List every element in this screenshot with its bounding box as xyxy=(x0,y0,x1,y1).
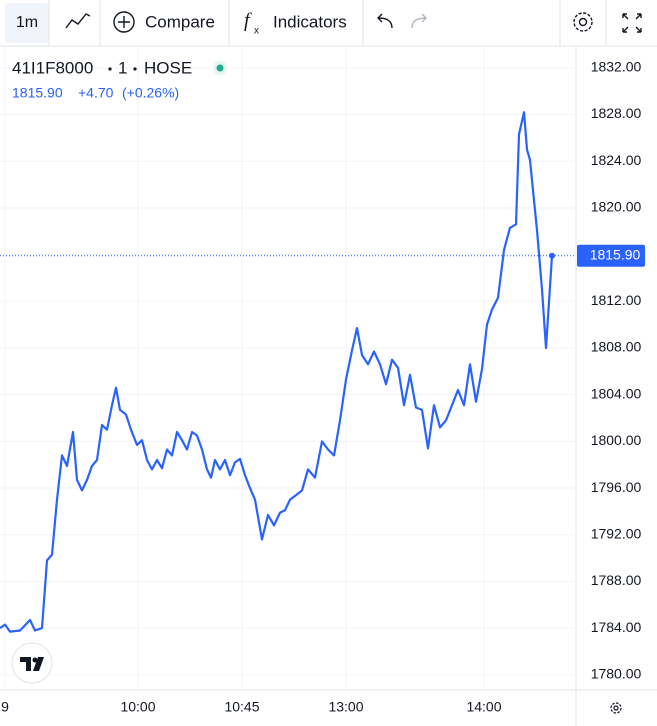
change: +4.70 xyxy=(78,85,114,101)
compare-button[interactable]: Compare xyxy=(113,11,215,33)
x-tick-label: 14:00 xyxy=(466,699,501,715)
axis-settings-icon xyxy=(613,705,619,711)
last-price-marker xyxy=(577,244,645,267)
logo-badge xyxy=(11,642,53,684)
fullscreen-button[interactable] xyxy=(622,13,642,33)
redo-button[interactable] xyxy=(411,13,427,29)
exchange: HOSE xyxy=(144,58,192,77)
legend: 41I1F8000 1 HOSE 1815.90 +4.70 (+0.26%) xyxy=(12,58,227,101)
x-tick-label: 10:45 xyxy=(224,699,259,715)
y-tick-label: 1788.00 xyxy=(591,572,642,588)
y-tick-label: 1784.00 xyxy=(591,619,642,635)
compare-icon xyxy=(113,11,135,33)
y-tick-label: 1796.00 xyxy=(591,479,642,495)
indicators-button[interactable]: f x Indicators xyxy=(244,10,347,37)
y-tick-label: 1780.00 xyxy=(591,666,642,682)
settings-icon xyxy=(573,12,593,32)
plot xyxy=(0,111,576,633)
axis-settings-icon xyxy=(610,702,622,714)
last-point xyxy=(549,252,555,259)
compare-icon xyxy=(118,16,130,28)
toolbar: 1m Compare f x Indicators xyxy=(0,0,657,47)
y-tick-label: 1824.00 xyxy=(591,152,642,168)
settings-icon xyxy=(578,17,588,27)
y-tick-label: 1792.00 xyxy=(591,525,642,541)
last-price-label: 1815.90 xyxy=(590,246,641,262)
grid xyxy=(0,46,576,690)
x-tick-label: 13:00 xyxy=(328,699,363,715)
interval-button[interactable] xyxy=(5,3,49,43)
x-tick-label: 9 xyxy=(1,699,9,715)
last-price: 1815.90 xyxy=(12,85,63,101)
market-status xyxy=(216,64,224,72)
y-tick-label: 1828.00 xyxy=(591,105,642,121)
separator-dot xyxy=(108,67,112,71)
y-tick-label: 1800.00 xyxy=(591,432,642,448)
interval-label: 1m xyxy=(16,14,38,31)
axis-settings[interactable] xyxy=(610,702,622,714)
y-tick-label: 1804.00 xyxy=(591,385,642,401)
symbol-interval: 1 xyxy=(118,58,127,77)
logo-mark xyxy=(20,657,44,671)
change-percent: (+0.26%) xyxy=(122,85,179,101)
price-line xyxy=(0,111,554,633)
symbol: 41I1F8000 xyxy=(12,58,93,77)
logo-mark xyxy=(32,657,38,663)
tradingview-logo[interactable] xyxy=(11,642,53,684)
settings-button[interactable] xyxy=(573,12,593,32)
compare-label: Compare xyxy=(145,12,215,31)
indicators-icon: x xyxy=(254,26,259,37)
y-tick-label: 1820.00 xyxy=(591,199,642,215)
undo-button[interactable] xyxy=(377,13,393,29)
indicators-label: Indicators xyxy=(273,12,347,31)
separator-dot xyxy=(133,67,137,71)
indicators-icon: f xyxy=(244,10,252,32)
x-tick-label: 10:00 xyxy=(120,699,155,715)
chart-type-icon[interactable] xyxy=(65,13,91,29)
y-tick-label: 1832.00 xyxy=(591,59,642,75)
y-tick-label: 1812.00 xyxy=(591,292,642,308)
y-tick-label: 1808.00 xyxy=(591,339,642,355)
